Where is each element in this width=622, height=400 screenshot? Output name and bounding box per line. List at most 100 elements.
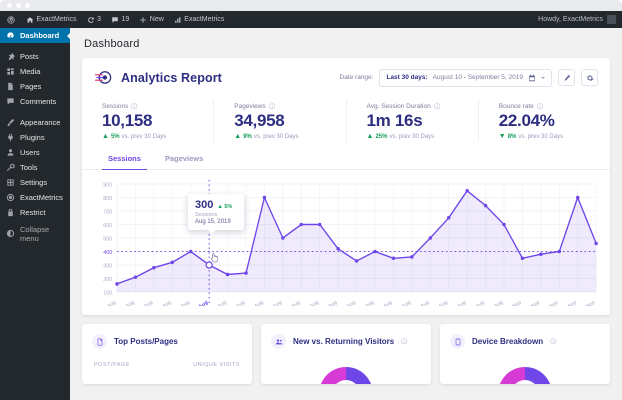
chart-bars-icon [174, 16, 182, 24]
admin-bar-site-label: ExactMetrics [36, 16, 77, 23]
admin-bar-item-comments[interactable]: 19 [106, 11, 134, 28]
svg-text:13 Aug: 13 Aug [156, 300, 173, 306]
column-header-post-page: POST/PAGE [94, 362, 130, 368]
sidebar-item-restrict[interactable]: Restrict [0, 205, 70, 220]
page-title: Dashboard [84, 38, 140, 50]
svg-text:200: 200 [103, 277, 112, 283]
stat-delta: ▲ 5% vs. prev 30 Days [102, 133, 199, 140]
stat-value: 22.04% [498, 111, 555, 130]
tab-pageviews[interactable]: Pageviews [164, 154, 204, 163]
stats-row: Sessions 10,158 ▲ 5% vs. prev 30 Days P [82, 95, 610, 148]
info-icon[interactable] [401, 338, 408, 345]
admin-bar-item-site[interactable]: ExactMetrics [21, 11, 82, 28]
sidebar-item-settings[interactable]: Settings [0, 175, 70, 190]
sidebar-item-label: Settings [20, 178, 48, 187]
collapse-icon [6, 229, 15, 238]
sessions-chart[interactable]: 10020030040050060070080090010 Aug11 Aug1… [82, 170, 610, 315]
svg-text:1 Sep: 1 Sep [508, 300, 523, 306]
sidebar-item-media[interactable]: Media [0, 64, 70, 79]
info-icon[interactable] [268, 103, 276, 110]
card-title: New vs. Returning Visitors [293, 337, 395, 346]
refresh-icon [87, 16, 95, 24]
home-icon [26, 16, 34, 24]
sidebar-item-users[interactable]: Users [0, 145, 70, 160]
info-icon[interactable] [537, 103, 544, 110]
date-range-value: August 10 - September 5, 2019 [432, 74, 523, 81]
window-maximize-dot[interactable] [25, 3, 30, 8]
sidebar-item-tools[interactable]: Tools [0, 160, 70, 175]
admin-bar-item-exactmetrics[interactable]: ExactMetrics [169, 11, 230, 28]
card-header: Device Breakdown [450, 334, 600, 349]
brush-icon [6, 118, 15, 127]
lock-icon [6, 208, 15, 217]
admin-bar-exactmetrics-label: ExactMetrics [184, 16, 225, 23]
sidebar-item-label: Dashboard [20, 31, 60, 40]
browser-chrome [0, 0, 622, 11]
svg-text:17 Aug: 17 Aug [229, 300, 246, 306]
window-minimize-dot[interactable] [16, 3, 21, 8]
sidebar-item-comments[interactable]: Comments [0, 94, 70, 109]
admin-bar-item-new[interactable]: New [134, 11, 169, 28]
sidebar-item-label: ExactMetrics [20, 193, 63, 202]
svg-text:800: 800 [103, 196, 112, 202]
tooltip-metric: Sessions [195, 212, 218, 218]
settings-button[interactable] [581, 69, 598, 86]
card-title: Device Breakdown [472, 337, 544, 346]
window-close-dot[interactable] [7, 3, 12, 8]
pin-icon [6, 52, 15, 61]
stat-delta: ▼ 8% vs. prev 30 Days [499, 133, 596, 140]
date-range-label: Date range: [339, 74, 374, 81]
svg-text:100: 100 [103, 291, 112, 297]
svg-text:12 Aug: 12 Aug [137, 300, 154, 306]
stat-delta-pct: 9% [243, 133, 252, 140]
svg-text:11 Aug: 11 Aug [119, 300, 135, 306]
card-header: Top Posts/Pages [92, 334, 242, 349]
chart-tooltip: 300 ▲ 5% Sessions Aug 15, 2019 [188, 194, 244, 234]
user-icon [6, 148, 15, 157]
admin-bar-item-updates[interactable]: 3 [82, 11, 106, 28]
edit-button[interactable] [558, 69, 575, 86]
report-header: Analytics Report Date range: Last 30 day… [82, 58, 610, 95]
sidebar-item-posts[interactable]: Posts [0, 49, 70, 64]
chart-tabs: Sessions Pageviews [82, 148, 610, 170]
info-icon[interactable] [550, 338, 557, 345]
date-range-selector[interactable]: Last 30 days: August 10 - September 5, 2… [379, 68, 552, 87]
tooltip-delta: ▲ 5% [217, 204, 233, 210]
admin-sidebar: Dashboard Posts Media Pages Comments [0, 28, 70, 400]
chart-canvas[interactable]: 10020030040050060070080090010 Aug11 Aug1… [92, 178, 600, 306]
tooltip-tail [208, 230, 216, 234]
sidebar-item-collapse-menu[interactable]: Collapse menu [0, 224, 70, 243]
sidebar-item-label: Collapse menu [20, 224, 50, 243]
svg-text:20 Aug: 20 Aug [285, 300, 302, 306]
svg-text:500: 500 [103, 237, 112, 243]
svg-text:26 Aug: 26 Aug [395, 300, 412, 306]
info-icon[interactable] [131, 103, 138, 110]
stat-delta: ▲ 25% vs. prev 30 Days [367, 133, 464, 140]
info-icon[interactable] [433, 103, 441, 110]
stat-label-text: Bounce rate [498, 103, 534, 110]
sidebar-item-exactmetrics[interactable]: ExactMetrics [0, 190, 70, 205]
wordpress-logo-button[interactable] [0, 11, 21, 28]
tooltip-top-row: 300 ▲ 5% [195, 199, 237, 211]
sidebar-item-dashboard[interactable]: Dashboard [0, 28, 70, 43]
wrench-icon [6, 163, 15, 172]
svg-text:400: 400 [103, 250, 112, 256]
sidebar-item-appearance[interactable]: Appearance [0, 115, 70, 130]
howdy-label[interactable]: Howdy, ExactMetrics [538, 16, 603, 23]
svg-text:900: 900 [103, 183, 112, 189]
sidebar-item-plugins[interactable]: Plugins [0, 130, 70, 145]
card-title: Top Posts/Pages [114, 337, 178, 346]
stat-value: 10,158 [102, 111, 153, 130]
stat-value: 1m 16s [366, 111, 423, 130]
svg-text:27 Aug: 27 Aug [414, 300, 431, 306]
stat-label-text: Sessions [102, 103, 129, 110]
date-range-controls: Date range: Last 30 days: August 10 - Se… [339, 68, 598, 87]
svg-text:29 Aug: 29 Aug [451, 300, 468, 306]
sidebar-item-pages[interactable]: Pages [0, 79, 70, 94]
svg-text:3 Sep: 3 Sep [545, 300, 560, 306]
avatar[interactable] [607, 15, 616, 24]
stat-label-text: Pageviews [234, 103, 266, 110]
tab-sessions[interactable]: Sessions [96, 148, 153, 170]
svg-text:4 Sep: 4 Sep [563, 300, 578, 306]
stat-delta-note: vs. prev 30 Days [518, 133, 564, 140]
